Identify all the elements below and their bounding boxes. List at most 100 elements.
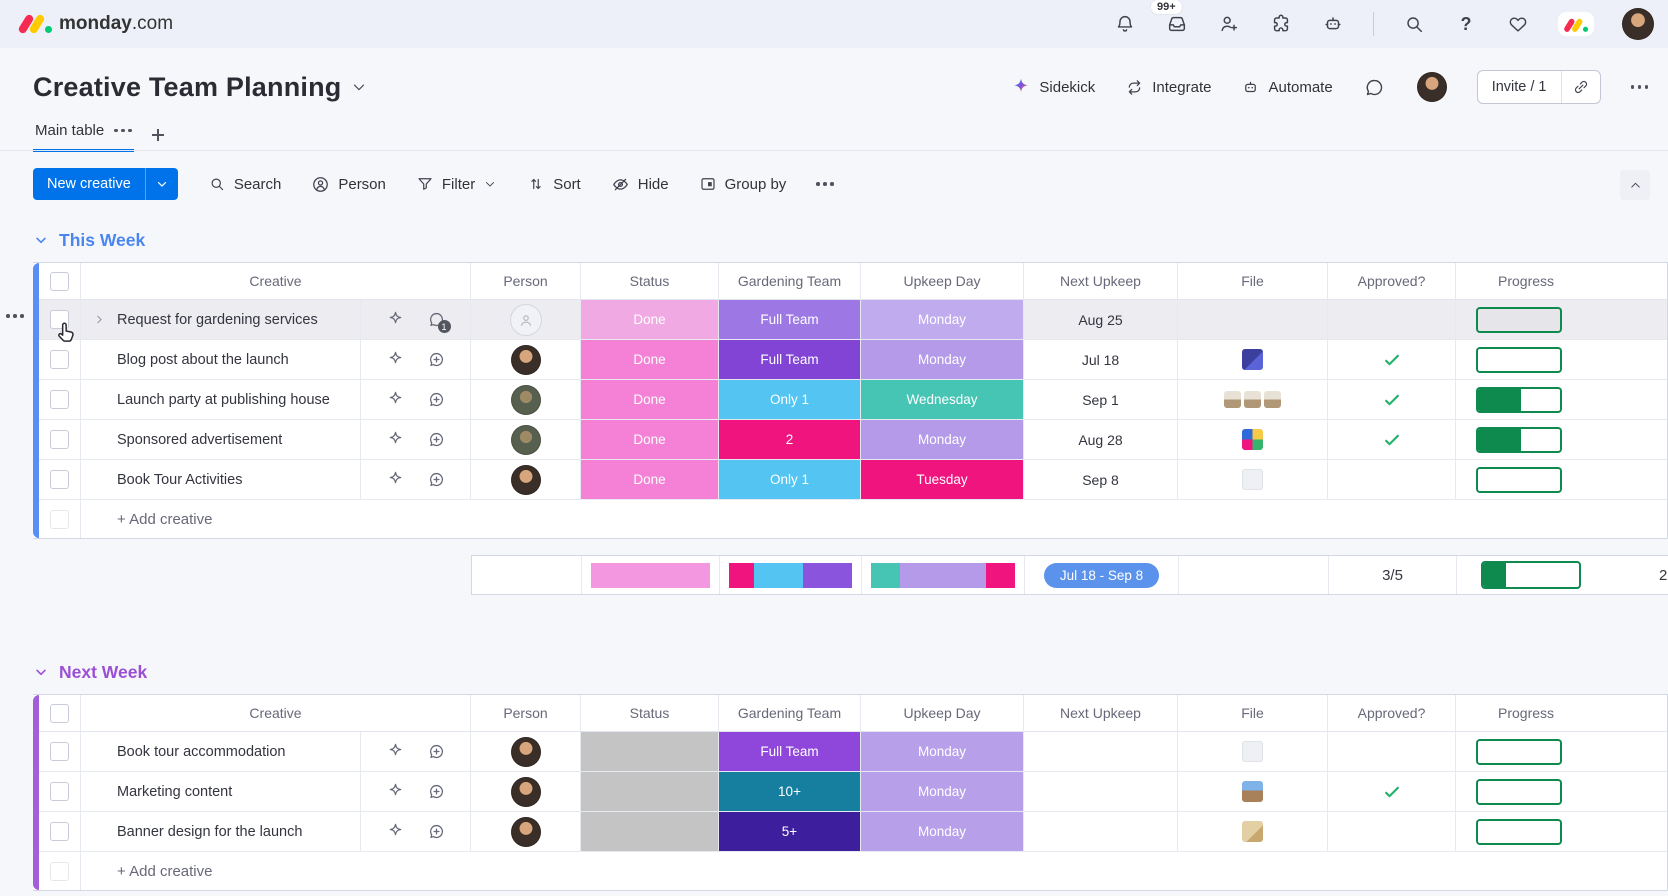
sparkle-star-icon[interactable] [386, 390, 405, 409]
column-header-day[interactable]: Upkeep Day [861, 695, 1024, 731]
group-title-next-week[interactable]: Next Week [33, 656, 1668, 688]
invite-members-icon[interactable] [1217, 12, 1241, 36]
collapse-header-button[interactable] [1620, 170, 1650, 200]
person-avatar[interactable] [510, 776, 541, 807]
search-button[interactable]: Search [208, 175, 281, 193]
person-avatar[interactable] [510, 384, 541, 415]
table-row[interactable]: Banner design for the launch 5+ Monday [39, 812, 1667, 852]
day-label[interactable]: Wednesday [861, 380, 1023, 419]
progress-bar[interactable] [1476, 466, 1562, 493]
sparkle-star-icon[interactable] [386, 310, 405, 329]
sidekick-button[interactable]: Sidekick [1011, 77, 1095, 97]
table-row[interactable]: Request for gardening services 1 Done Fu… [39, 300, 1667, 340]
distribution-segment[interactable] [802, 562, 852, 588]
creative-name-cell[interactable]: Sponsored advertisement [81, 420, 361, 459]
table-row[interactable]: Launch party at publishing house Done On… [39, 380, 1667, 420]
creative-name-cell[interactable]: Book Tour Activities [81, 460, 361, 499]
file-cell[interactable] [1178, 420, 1328, 459]
new-creative-label[interactable]: New creative [47, 176, 131, 192]
table-row[interactable]: Book tour accommodation Full Team Monday [39, 732, 1667, 772]
row-checkbox[interactable] [50, 390, 69, 409]
approved-cell[interactable] [1328, 420, 1456, 459]
file-cell[interactable] [1178, 340, 1328, 379]
creative-name-cell[interactable]: Banner design for the launch [81, 812, 361, 851]
row-checkbox[interactable] [50, 350, 69, 369]
creative-name-cell[interactable]: Marketing content [81, 772, 361, 811]
select-all-checkbox[interactable] [50, 703, 69, 723]
board-owner-avatar[interactable] [1416, 72, 1447, 102]
day-label[interactable]: Monday [861, 300, 1023, 339]
board-chat-icon[interactable] [1363, 75, 1387, 99]
creative-name-cell[interactable]: Launch party at publishing house [81, 380, 361, 419]
day-label[interactable]: Tuesday [861, 460, 1023, 499]
invite-button[interactable]: Invite / 1 [1491, 79, 1547, 95]
add-update-icon[interactable] [427, 390, 446, 409]
add-update-icon[interactable] [427, 742, 446, 761]
add-update-icon[interactable] [427, 430, 446, 449]
integrate-button[interactable]: Integrate [1125, 78, 1211, 97]
table-row[interactable]: Sponsored advertisement Done 2 Monday Au… [39, 420, 1667, 460]
board-menu-button[interactable] [1630, 85, 1648, 89]
team-label[interactable]: Full Team [719, 340, 860, 379]
next-upkeep-date[interactable]: Aug 25 [1024, 300, 1178, 339]
distribution-segment[interactable] [591, 562, 710, 588]
add-creative-row[interactable]: + Add creative [39, 500, 1667, 538]
next-upkeep-date[interactable] [1024, 732, 1178, 771]
filter-button[interactable]: Filter [416, 175, 497, 193]
table-row[interactable]: Marketing content 10+ Monday [39, 772, 1667, 812]
row-options-button[interactable] [6, 314, 24, 318]
conversation-icon[interactable]: 1 [427, 310, 451, 333]
next-upkeep-date[interactable]: Aug 28 [1024, 420, 1178, 459]
column-header-progress[interactable]: Progress [1498, 273, 1555, 289]
sparkle-star-icon[interactable] [386, 822, 405, 841]
sort-button[interactable]: Sort [527, 175, 581, 193]
team-label[interactable]: 5+ [719, 812, 860, 851]
sparkle-star-icon[interactable] [386, 470, 405, 489]
day-label[interactable]: Monday [861, 732, 1023, 771]
day-label[interactable]: Monday [861, 420, 1023, 459]
tab-menu-icon[interactable] [114, 128, 132, 133]
column-header-next[interactable]: Next Upkeep [1024, 695, 1178, 731]
team-label[interactable]: Full Team [719, 732, 860, 771]
group-by-button[interactable]: Group by [699, 175, 786, 193]
team-label[interactable]: 10+ [719, 772, 860, 811]
file-thumbnails[interactable] [1224, 391, 1281, 408]
file-cell[interactable] [1178, 812, 1328, 851]
file-cell[interactable] [1178, 300, 1328, 339]
creative-name-cell[interactable]: Request for gardening services [81, 300, 361, 339]
progress-bar[interactable] [1476, 386, 1562, 413]
search-icon[interactable] [1402, 12, 1426, 36]
person-avatar[interactable] [510, 344, 541, 375]
group-title-this-week[interactable]: This Week [33, 224, 1668, 256]
distribution-segment[interactable] [899, 562, 987, 588]
column-header-day[interactable]: Upkeep Day [861, 263, 1024, 299]
toolbar-more-button[interactable] [816, 182, 834, 186]
column-header-creative[interactable]: Creative [81, 263, 471, 299]
add-update-icon[interactable] [427, 782, 446, 801]
help-icon[interactable]: ? [1460, 13, 1472, 34]
inbox-icon[interactable]: 99+ [1151, 0, 1189, 36]
monday-logo[interactable]: monday.com [17, 11, 173, 37]
table-row[interactable]: Book Tour Activities Done Only 1 Tuesday… [39, 460, 1667, 500]
expand-row-icon[interactable] [93, 313, 106, 326]
person-placeholder[interactable] [509, 303, 542, 336]
progress-bar[interactable] [1476, 778, 1562, 805]
next-upkeep-date[interactable]: Sep 1 [1024, 380, 1178, 419]
file-cell[interactable] [1178, 460, 1328, 499]
team-label[interactable]: 2 [719, 420, 860, 459]
progress-bar[interactable] [1476, 306, 1562, 333]
status-label[interactable] [581, 732, 718, 771]
product-switcher[interactable] [1558, 12, 1594, 36]
column-header-approved[interactable]: Approved? [1328, 695, 1456, 731]
file-thumbnail[interactable] [1242, 349, 1263, 370]
file-thumbnail[interactable] [1242, 781, 1263, 802]
approved-cell[interactable] [1328, 380, 1456, 419]
approved-cell[interactable] [1328, 732, 1456, 771]
person-avatar[interactable] [510, 816, 541, 847]
sparkle-star-icon[interactable] [386, 430, 405, 449]
column-header-progress[interactable]: Progress [1498, 705, 1555, 721]
row-checkbox[interactable] [50, 742, 69, 761]
select-all-checkbox[interactable] [50, 271, 69, 291]
person-avatar[interactable] [510, 464, 541, 495]
automate-button[interactable]: Automate [1241, 78, 1333, 97]
